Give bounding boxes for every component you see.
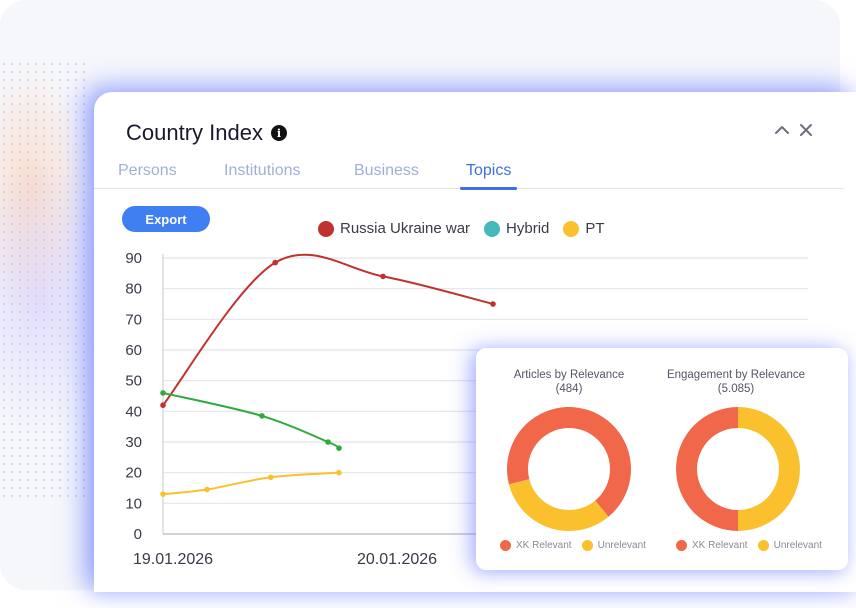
legend-item-hybrid[interactable]: Hybrid xyxy=(484,220,549,237)
donut-slice[interactable] xyxy=(738,407,800,531)
chart-legend: Russia Ukraine war Hybrid PT xyxy=(318,220,605,237)
close-icon[interactable] xyxy=(798,122,814,138)
data-point[interactable] xyxy=(325,439,331,445)
data-point[interactable] xyxy=(272,259,278,266)
donut-legend-dot-relevant xyxy=(676,540,687,551)
donut-title-engagement-text: Engagement by Relevance xyxy=(666,369,806,381)
donut-legend-engagement: XK Relevant Unrelevant xyxy=(676,540,822,551)
window-controls xyxy=(774,122,814,138)
tab-institutions[interactable]: Institutions xyxy=(224,162,301,179)
y-tick-label: 0 xyxy=(134,526,142,543)
donut-slice[interactable] xyxy=(676,407,738,531)
data-point[interactable] xyxy=(336,445,342,451)
legend-item-russia[interactable]: Russia Ukraine war xyxy=(318,220,470,237)
donut-charts xyxy=(507,407,800,531)
legend-label-russia: Russia Ukraine war xyxy=(340,220,471,237)
y-tick-label: 20 xyxy=(125,465,142,482)
tab-topics[interactable]: Topics xyxy=(459,162,518,190)
y-tick-label: 90 xyxy=(125,250,142,267)
data-point[interactable] xyxy=(336,469,342,476)
legend-dot-russia xyxy=(318,220,334,237)
donut-legend-dot-relevant xyxy=(500,540,511,551)
dot-pattern xyxy=(0,60,90,500)
chevron-up-icon[interactable] xyxy=(774,122,790,138)
export-button[interactable]: Export xyxy=(122,206,210,232)
donut-legend-item[interactable]: Unrelevant xyxy=(581,540,646,551)
donut-title-articles: Articles by Relevance (484) xyxy=(496,368,642,396)
legend-dot-pt xyxy=(563,220,580,237)
card-title: Country Index i xyxy=(126,120,287,146)
donut-legend-dot-unrelevant xyxy=(581,540,593,551)
data-point[interactable] xyxy=(268,474,274,481)
data-point[interactable] xyxy=(490,301,496,307)
legend-label-pt: PT xyxy=(585,220,605,237)
y-tick-label: 40 xyxy=(125,403,142,420)
y-tick-label: 70 xyxy=(125,311,142,328)
donut-legend-item[interactable]: XK Relevant xyxy=(500,540,572,551)
legend-item-pt[interactable]: PT xyxy=(563,220,605,237)
data-point[interactable] xyxy=(380,273,386,280)
y-tick-label: 10 xyxy=(125,495,142,512)
series-line[interactable] xyxy=(162,471,340,496)
data-point[interactable] xyxy=(259,413,265,419)
y-tick-label: 30 xyxy=(125,434,142,451)
data-point[interactable] xyxy=(204,486,210,493)
donut-slice[interactable] xyxy=(507,407,631,517)
x-tick-label: 19.01.2026 xyxy=(133,551,213,568)
info-icon[interactable]: i xyxy=(270,125,287,141)
donut-subtitle-articles: (484) xyxy=(555,383,583,395)
donut-legend-articles: XK Relevant Unrelevant xyxy=(500,540,646,551)
donut-legend-label: XK Relevant xyxy=(692,540,748,551)
tab-persons[interactable]: Persons xyxy=(118,162,177,179)
donut-legend-label: Unrelevant xyxy=(773,540,822,551)
card-title-text: Country Index xyxy=(126,120,263,145)
donut-slice[interactable] xyxy=(508,479,609,531)
donut-title-engagement: Engagement by Relevance (5.085) xyxy=(656,368,816,396)
series-line[interactable] xyxy=(162,391,340,450)
series-line[interactable] xyxy=(162,253,494,406)
donut-legend-item[interactable]: XK Relevant xyxy=(676,540,748,551)
data-point[interactable] xyxy=(160,491,166,497)
y-tick-label: 80 xyxy=(125,281,142,298)
data-point[interactable] xyxy=(160,402,166,409)
y-tick-label: 50 xyxy=(125,373,142,390)
y-tick-label: 60 xyxy=(125,342,142,359)
tab-business[interactable]: Business xyxy=(354,162,419,179)
donut-legend-label: Unrelevant xyxy=(597,540,646,551)
donut-legend-dot-unrelevant xyxy=(757,540,769,551)
donut-legend-item[interactable]: Unrelevant xyxy=(757,540,822,551)
donut-legend-label: XK Relevant xyxy=(516,540,572,551)
donut-subtitle-engagement: (5.085) xyxy=(717,383,755,395)
relevance-donuts-card: Articles by Relevance (484) Engagement b… xyxy=(476,348,848,570)
x-tick-label: 20.01.2026 xyxy=(357,551,437,568)
tab-bar: Persons Institutions Business Topics xyxy=(94,158,844,190)
legend-dot-hybrid xyxy=(484,220,501,237)
donut-title-articles-text: Articles by Relevance xyxy=(513,369,625,381)
data-point[interactable] xyxy=(160,390,166,396)
legend-label-hybrid: Hybrid xyxy=(506,220,550,237)
